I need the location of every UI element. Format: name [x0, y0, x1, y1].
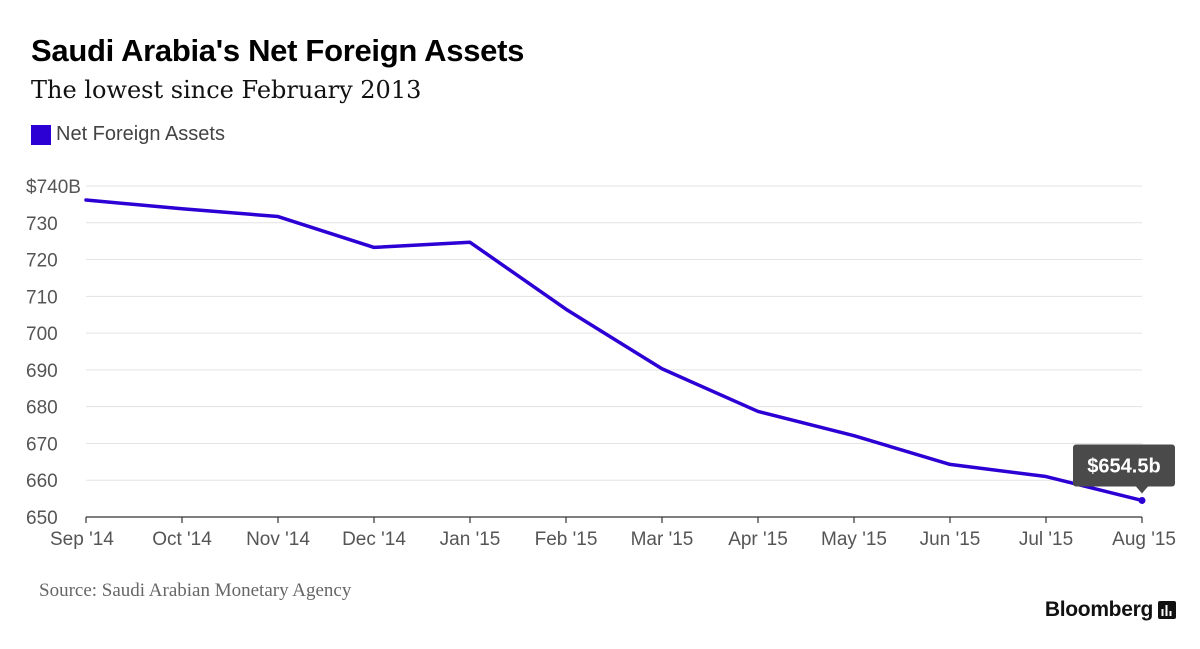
x-tick-label: Mar '15 — [631, 529, 694, 550]
y-tick-label: 680 — [26, 398, 58, 419]
chart-subtitle: The lowest since February 2013 — [31, 76, 422, 104]
annotations: $654.5b — [1073, 444, 1175, 504]
source-note: Source: Saudi Arabian Monetary Agency — [39, 580, 352, 601]
y-tick-label: 660 — [26, 471, 58, 492]
x-tick-label: Sep '14 — [50, 529, 114, 550]
x-axis: Sep '14 Oct '14 Nov '14 Dec '14 Jan '15 Feb '… — [50, 516, 1176, 550]
y-tick-label: $740B — [26, 177, 81, 198]
bloomberg-chart-icon — [1158, 601, 1176, 619]
y-tick-label: 730 — [26, 214, 58, 235]
x-tick-label: Jul '15 — [1019, 529, 1073, 550]
annotation-pointer — [1136, 486, 1148, 494]
legend-swatch — [31, 124, 51, 145]
y-tick-label: 700 — [26, 324, 58, 345]
y-tick-label: 710 — [26, 287, 58, 308]
x-tick-label: Apr '15 — [728, 529, 788, 550]
legend-label: Net Foreign Assets — [56, 123, 225, 145]
x-tick-label: Jun '15 — [920, 529, 981, 550]
chart-title: Saudi Arabia's Net Foreign Assets — [31, 33, 525, 68]
brand-name: Bloomberg — [1044, 598, 1153, 621]
x-tick-label: Oct '14 — [152, 529, 212, 550]
brand-logo: Bloomberg — [1045, 598, 1176, 622]
annotation-point — [1138, 496, 1146, 504]
annotation-label: $654.5b — [1087, 455, 1160, 477]
y-tick-label: 650 — [26, 508, 58, 529]
series-lines — [84, 198, 1144, 503]
x-tick-label: Dec '14 — [342, 529, 406, 550]
y-tick-label: 670 — [26, 434, 58, 455]
x-tick-label: Feb '15 — [535, 529, 598, 550]
legend: Net Foreign Assets — [31, 123, 225, 146]
series-line — [84, 198, 1144, 503]
x-tick-label: Aug '15 — [1112, 529, 1176, 550]
x-tick-label: Jan '15 — [440, 529, 501, 550]
x-tick-label: May '15 — [821, 529, 887, 550]
y-axis-ticks: 650 660 670 680 690 700 710 720 730 $740B — [26, 177, 81, 529]
annotation-box — [1073, 444, 1175, 487]
gridlines — [86, 185, 1142, 481]
y-tick-label: 690 — [26, 361, 58, 382]
y-tick-label: 720 — [26, 251, 58, 272]
x-tick-label: Nov '14 — [246, 529, 310, 550]
